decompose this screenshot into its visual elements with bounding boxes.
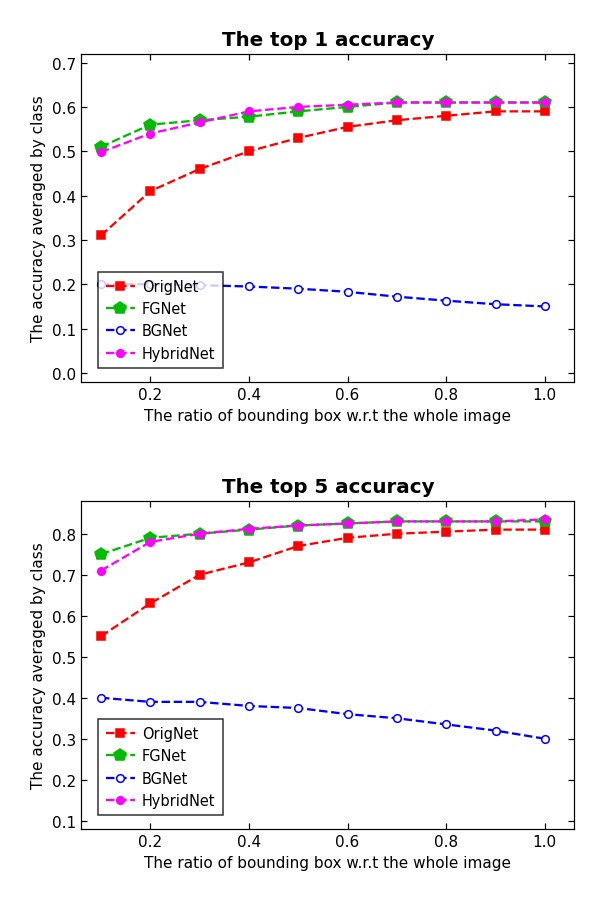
HybridNet <box>295 521 302 532</box>
Line: BGNet: BGNet <box>97 694 549 742</box>
OrigNet <box>443 111 450 122</box>
BGNet <box>393 713 401 724</box>
OrigNet <box>245 147 252 158</box>
BGNet <box>97 279 105 290</box>
FGNet <box>393 516 401 527</box>
BGNet <box>146 279 154 290</box>
BGNet <box>344 287 352 298</box>
Line: FGNet: FGNet <box>95 515 551 560</box>
Title: The top 5 accuracy: The top 5 accuracy <box>221 478 434 496</box>
HybridNet <box>344 100 352 111</box>
FGNet <box>196 529 203 540</box>
FGNet <box>344 518 352 529</box>
FGNet <box>344 103 352 114</box>
FGNet <box>393 98 401 109</box>
FGNet <box>295 107 302 118</box>
BGNet <box>443 719 450 730</box>
OrigNet <box>443 527 450 538</box>
FGNet <box>97 550 105 560</box>
HybridNet <box>492 98 499 109</box>
OrigNet <box>492 524 499 535</box>
FGNet <box>541 98 549 109</box>
OrigNet <box>295 541 302 551</box>
HybridNet <box>393 98 401 109</box>
BGNet <box>196 280 203 291</box>
FGNet <box>492 516 499 527</box>
BGNet <box>295 703 302 714</box>
X-axis label: The ratio of bounding box w.r.t the whole image: The ratio of bounding box w.r.t the whol… <box>145 409 511 423</box>
HybridNet <box>443 98 450 109</box>
BGNet <box>146 696 154 707</box>
OrigNet <box>344 532 352 543</box>
OrigNet <box>97 231 105 241</box>
OrigNet <box>393 115 401 126</box>
OrigNet <box>492 107 499 118</box>
BGNet <box>393 292 401 303</box>
FGNet <box>295 521 302 532</box>
Legend: OrigNet, FGNet, BGNet, HybridNet: OrigNet, FGNet, BGNet, HybridNet <box>99 719 223 815</box>
Legend: OrigNet, FGNet, BGNet, HybridNet: OrigNet, FGNet, BGNet, HybridNet <box>99 272 223 369</box>
FGNet <box>245 112 252 123</box>
FGNet <box>541 516 549 527</box>
BGNet <box>295 284 302 295</box>
OrigNet <box>196 164 203 175</box>
OrigNet <box>393 529 401 540</box>
HybridNet <box>295 103 302 114</box>
Y-axis label: The accuracy averaged by class: The accuracy averaged by class <box>31 542 45 788</box>
BGNet <box>492 725 499 736</box>
FGNet <box>492 98 499 109</box>
BGNet <box>541 302 549 313</box>
Line: HybridNet: HybridNet <box>97 100 549 157</box>
BGNet <box>443 296 450 306</box>
FGNet <box>196 115 203 126</box>
FGNet <box>443 98 450 109</box>
OrigNet <box>245 558 252 569</box>
OrigNet <box>97 631 105 642</box>
BGNet <box>196 696 203 707</box>
OrigNet <box>146 187 154 197</box>
HybridNet <box>245 523 252 534</box>
OrigNet <box>344 123 352 133</box>
BGNet <box>541 733 549 744</box>
HybridNet <box>541 98 549 109</box>
HybridNet <box>146 129 154 140</box>
Line: OrigNet: OrigNet <box>97 108 549 240</box>
HybridNet <box>196 529 203 540</box>
BGNet <box>344 709 352 720</box>
OrigNet <box>541 524 549 535</box>
FGNet <box>97 142 105 153</box>
Line: BGNet: BGNet <box>97 281 549 311</box>
HybridNet <box>196 118 203 129</box>
HybridNet <box>443 516 450 527</box>
HybridNet <box>97 566 105 577</box>
Line: FGNet: FGNet <box>95 97 551 154</box>
OrigNet <box>146 598 154 609</box>
BGNet <box>245 282 252 293</box>
X-axis label: The ratio of bounding box w.r.t the whole image: The ratio of bounding box w.r.t the whol… <box>145 855 511 870</box>
FGNet <box>245 524 252 535</box>
HybridNet <box>393 516 401 527</box>
Line: OrigNet: OrigNet <box>97 526 549 641</box>
OrigNet <box>295 133 302 144</box>
OrigNet <box>541 107 549 118</box>
FGNet <box>443 516 450 527</box>
BGNet <box>245 701 252 712</box>
Line: HybridNet: HybridNet <box>97 516 549 575</box>
FGNet <box>146 120 154 131</box>
Y-axis label: The accuracy averaged by class: The accuracy averaged by class <box>31 96 45 341</box>
HybridNet <box>344 518 352 529</box>
HybridNet <box>541 514 549 525</box>
HybridNet <box>97 148 105 159</box>
OrigNet <box>196 569 203 580</box>
Title: The top 1 accuracy: The top 1 accuracy <box>221 31 434 50</box>
BGNet <box>492 299 499 310</box>
FGNet <box>146 532 154 543</box>
BGNet <box>97 693 105 704</box>
HybridNet <box>146 537 154 548</box>
HybridNet <box>245 107 252 118</box>
HybridNet <box>492 516 499 527</box>
